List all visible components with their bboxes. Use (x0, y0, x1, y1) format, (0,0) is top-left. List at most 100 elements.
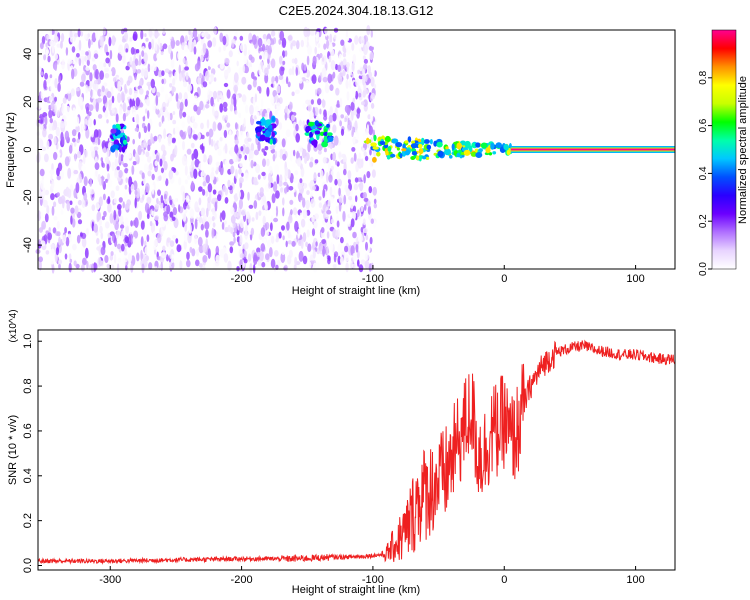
spectrogram-cell (355, 78, 360, 87)
spectrogram-cell (57, 162, 63, 172)
spectrogram-cell (163, 214, 169, 222)
spectrogram-cell (116, 263, 120, 274)
spectrogram-cell (261, 209, 267, 218)
y-tick-label: 0 (22, 146, 34, 152)
spectrogram-cell (272, 207, 277, 217)
spectrogram-cell (275, 205, 279, 217)
spectrogram-cell (311, 228, 316, 237)
spectrogram-cell (65, 236, 70, 247)
spectrogram-cell (302, 197, 306, 208)
spectrogram-cell (199, 100, 204, 111)
spectrogram-cell (302, 182, 308, 189)
snr-panel: -300 -200 -100 0 100 0.0 0.2 0.4 0.6 0.8 1.0 Heig… (7, 309, 676, 596)
spectrogram-cell (333, 186, 336, 197)
spectrogram-cell (330, 153, 333, 161)
spectrogram-cell (149, 163, 153, 171)
spectrogram-signal-cell (492, 151, 497, 155)
spectrogram-signal-cell (429, 139, 433, 145)
spectrogram-cell (193, 104, 198, 112)
spectrogram-cell (360, 259, 366, 265)
spectrogram-cell (81, 73, 86, 83)
spectrogram-cell (92, 64, 97, 71)
spectrogram-cell (203, 31, 209, 38)
spectrogram-cell (282, 50, 286, 58)
spectrogram-cell (46, 205, 50, 215)
spectrogram-cell (221, 221, 225, 230)
spectrogram-cell (293, 177, 298, 184)
spectrogram-cell (261, 148, 266, 153)
spectrogram-cell (111, 107, 115, 114)
spectrogram-signal-cell (451, 143, 455, 151)
spectrogram-cell (373, 83, 377, 90)
x-tick-label: -200 (231, 574, 253, 586)
spectrogram-cell (108, 36, 112, 47)
spectrogram-cell (290, 209, 293, 216)
spectrogram-cell (229, 241, 235, 246)
spectrogram-cell (135, 187, 141, 199)
spectrogram-cell (274, 95, 279, 100)
spectrogram-cell (175, 238, 179, 244)
spectrogram-cell (66, 91, 72, 102)
spectrogram-cell (228, 130, 232, 137)
spectrogram-signal-cell (437, 150, 444, 158)
spectrogram-signal-cell (423, 139, 430, 144)
spectrogram-cell (347, 219, 351, 227)
spectrogram-cell (287, 81, 291, 88)
spectrogram-cell (83, 176, 88, 187)
spectrogram-cell (86, 106, 89, 115)
spectrogram-cell (170, 50, 174, 61)
spectrogram-cell (72, 243, 77, 251)
y-tick-label: 0.6 (22, 423, 34, 438)
spectrogram-cell (85, 228, 89, 236)
spectrogram-cell (94, 137, 99, 146)
spectrogram-cell (55, 126, 60, 137)
spectrogram-cell (371, 169, 376, 178)
spectrogram-cell (134, 197, 137, 209)
y-tick-label: 0.2 (22, 513, 34, 528)
spectrogram-cell (98, 196, 103, 207)
spectrogram-cell (282, 148, 286, 153)
spectrogram-cell (299, 212, 303, 218)
spectrogram-cell (359, 65, 363, 72)
spectrogram-cell (234, 31, 238, 37)
spectrogram-cell (310, 192, 313, 199)
spectrogram-cell (368, 186, 373, 194)
spectrogram-cell (182, 57, 186, 64)
spectrogram-cell (264, 146, 269, 151)
spectrogram-cell (289, 199, 294, 205)
figure-title: C2E5.2024.304.18.13.G12 (279, 3, 434, 18)
spectrogram-signal-cell (407, 136, 412, 143)
spectrogram-cell (245, 146, 250, 155)
spectrogram-cell (126, 125, 129, 136)
spectrogram-cell (51, 125, 55, 131)
spectrogram-cell (122, 102, 127, 113)
spectrogram-cell (104, 73, 110, 79)
spectrogram-cell (83, 192, 88, 201)
spectrogram-cell (239, 253, 245, 259)
spectrogram-signal-cell (425, 156, 430, 160)
spectrogram-signal-cell (386, 155, 391, 160)
spectrogram-cell (329, 42, 333, 52)
spectrogram-cell (187, 84, 192, 92)
spectrogram-cell (332, 124, 337, 134)
spectrogram-cell (264, 230, 269, 237)
spectrogram-cell (323, 116, 328, 121)
spectrogram-cell (154, 204, 160, 210)
spectrogram-cell (194, 63, 200, 72)
spectrogram-cell (332, 263, 337, 269)
spectrogram-cell (251, 34, 257, 45)
spectrogram-cell (52, 227, 57, 234)
spectrogram-cell (287, 230, 291, 239)
spectrogram-cell (139, 87, 144, 95)
spectrogram-cell (220, 161, 223, 169)
spectrogram-cell (186, 251, 190, 261)
spectrogram-cell (41, 220, 46, 230)
snr-series-line (37, 339, 676, 565)
spectrogram-cell (143, 138, 146, 148)
spectrogram-cell (284, 166, 289, 177)
spectrogram-cell (77, 219, 83, 225)
spectrogram-cell (194, 201, 199, 212)
spectrogram-cell (245, 211, 250, 219)
spectrogram-cell (332, 112, 337, 122)
spectrogram-cell (77, 199, 82, 206)
